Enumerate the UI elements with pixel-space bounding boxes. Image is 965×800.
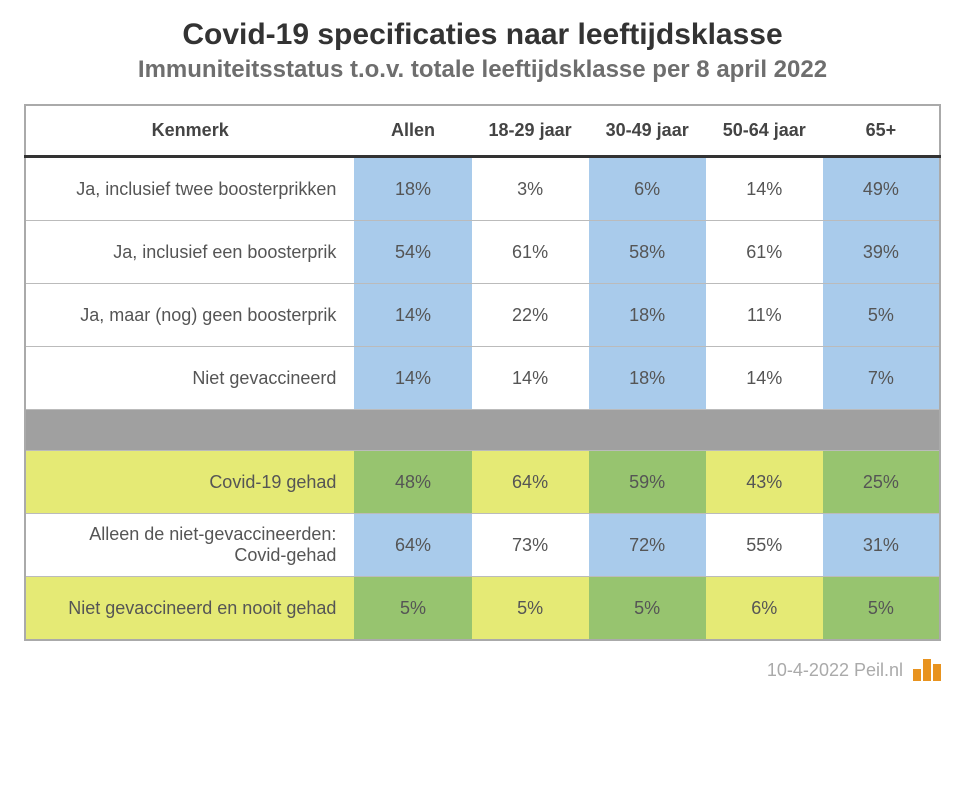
col-header-kenmerk: Kenmerk xyxy=(25,105,354,157)
cell-value: 31% xyxy=(823,514,940,577)
cell-value: 64% xyxy=(354,514,471,577)
col-header-18-29: 18-29 jaar xyxy=(472,105,589,157)
cell-value: 49% xyxy=(823,157,940,221)
table-container: Covid-19 specificaties naar leeftijdskla… xyxy=(0,0,965,651)
cell-value: 25% xyxy=(823,451,940,514)
page-title: Covid-19 specificaties naar leeftijdskla… xyxy=(24,18,941,52)
row-label: Ja, inclusief twee boosterprikken xyxy=(25,157,354,221)
cell-value: 55% xyxy=(706,514,823,577)
cell-value: 5% xyxy=(823,284,940,347)
col-header-allen: Allen xyxy=(354,105,471,157)
cell-value: 14% xyxy=(354,347,471,410)
cell-value: 61% xyxy=(472,221,589,284)
col-header-65plus: 65+ xyxy=(823,105,940,157)
spacer-cell xyxy=(25,410,940,451)
row-label: Niet gevaccineerd xyxy=(25,347,354,410)
cell-value: 18% xyxy=(589,284,706,347)
cell-value: 14% xyxy=(354,284,471,347)
cell-value: 5% xyxy=(823,577,940,641)
cell-value: 6% xyxy=(589,157,706,221)
table-row: Ja, inclusief twee boosterprikken18%3%6%… xyxy=(25,157,940,221)
data-table: Kenmerk Allen 18-29 jaar 30-49 jaar 50-6… xyxy=(24,104,941,641)
table-row: Ja, inclusief een boosterprik54%61%58%61… xyxy=(25,221,940,284)
cell-value: 72% xyxy=(589,514,706,577)
cell-value: 5% xyxy=(354,577,471,641)
cell-value: 11% xyxy=(706,284,823,347)
cell-value: 14% xyxy=(706,157,823,221)
table-row: Niet gevaccineerd14%14%18%14%7% xyxy=(25,347,940,410)
cell-value: 5% xyxy=(472,577,589,641)
row-label: Ja, maar (nog) geen boosterprik xyxy=(25,284,354,347)
cell-value: 18% xyxy=(354,157,471,221)
cell-value: 18% xyxy=(589,347,706,410)
cell-value: 58% xyxy=(589,221,706,284)
col-header-50-64: 50-64 jaar xyxy=(706,105,823,157)
table-body: Ja, inclusief twee boosterprikken18%3%6%… xyxy=(25,157,940,641)
table-row: Ja, maar (nog) geen boosterprik14%22%18%… xyxy=(25,284,940,347)
cell-value: 54% xyxy=(354,221,471,284)
spacer-row xyxy=(25,410,940,451)
row-label: Alleen de niet-gevaccineerden: Covid-geh… xyxy=(25,514,354,577)
cell-value: 5% xyxy=(589,577,706,641)
table-row: Niet gevaccineerd en nooit gehad5%5%5%6%… xyxy=(25,577,940,641)
cell-value: 48% xyxy=(354,451,471,514)
row-label: Ja, inclusief een boosterprik xyxy=(25,221,354,284)
cell-value: 64% xyxy=(472,451,589,514)
cell-value: 3% xyxy=(472,157,589,221)
row-label: Covid-19 gehad xyxy=(25,451,354,514)
cell-value: 43% xyxy=(706,451,823,514)
cell-value: 73% xyxy=(472,514,589,577)
row-label: Niet gevaccineerd en nooit gehad xyxy=(25,577,354,641)
page-subtitle: Immuniteitsstatus t.o.v. totale leeftijd… xyxy=(24,56,941,84)
footer-text: 10-4-2022 Peil.nl xyxy=(767,660,903,681)
table-row: Covid-19 gehad48%64%59%43%25% xyxy=(25,451,940,514)
table-row: Alleen de niet-gevaccineerden: Covid-geh… xyxy=(25,514,940,577)
cell-value: 14% xyxy=(706,347,823,410)
cell-value: 39% xyxy=(823,221,940,284)
cell-value: 59% xyxy=(589,451,706,514)
col-header-30-49: 30-49 jaar xyxy=(589,105,706,157)
header-row: Kenmerk Allen 18-29 jaar 30-49 jaar 50-6… xyxy=(25,105,940,157)
cell-value: 7% xyxy=(823,347,940,410)
peil-logo-icon xyxy=(913,659,941,681)
cell-value: 14% xyxy=(472,347,589,410)
footer: 10-4-2022 Peil.nl xyxy=(0,651,965,695)
cell-value: 6% xyxy=(706,577,823,641)
cell-value: 22% xyxy=(472,284,589,347)
cell-value: 61% xyxy=(706,221,823,284)
